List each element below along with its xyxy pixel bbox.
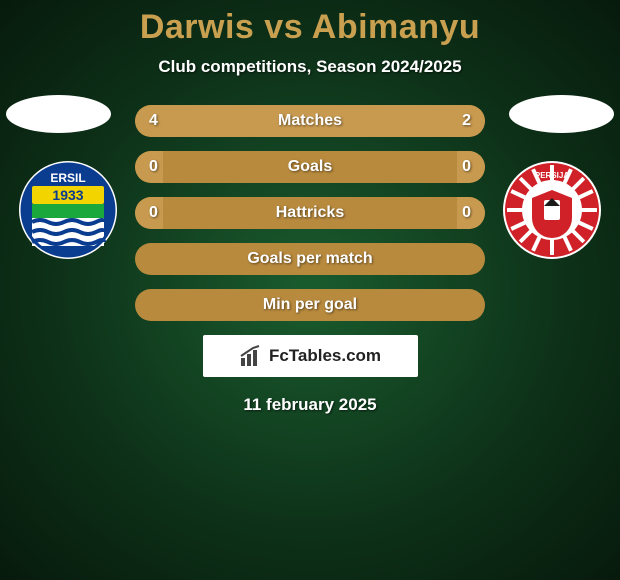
club-badge-right-svg: PERSIJA [502,160,602,260]
watermark: FcTables.com [203,335,418,377]
player-left-avatar-placeholder [6,95,111,133]
chart-icon [239,344,263,368]
stat-row: 0 0 Hattricks [135,197,485,229]
stat-value-left: 0 [149,204,158,222]
stat-value-right: 0 [462,158,471,176]
stat-value-right: 2 [462,112,471,130]
page-subtitle: Club competitions, Season 2024/2025 [0,57,620,77]
page-title: Darwis vs Abimanyu [0,0,620,47]
club-badge-left-svg: ERSIL 1933 [18,160,118,260]
club-left-name: ERSIL [50,171,85,185]
player-right-avatar-placeholder [509,95,614,133]
stat-value-left: 4 [149,112,158,130]
stat-row: Goals per match [135,243,485,275]
stat-value-left: 0 [149,158,158,176]
club-badge-left: ERSIL 1933 [18,160,118,260]
watermark-text: FcTables.com [269,346,381,366]
club-badge-right: PERSIJA [502,160,602,260]
stats-area: ERSIL 1933 [0,105,620,321]
club-right-name: PERSIJA [535,171,569,180]
stat-label: Matches [278,112,342,130]
stat-value-right: 0 [462,204,471,222]
stat-label: Min per goal [263,296,357,314]
club-left-year: 1933 [52,187,83,203]
comparison-card: Darwis vs Abimanyu Club competitions, Se… [0,0,620,580]
stat-bars: 4 2 Matches 0 0 Goals 0 0 Hattricks Goals per mat… [135,105,485,321]
date-text: 11 february 2025 [0,395,620,415]
stat-label: Goals per match [247,250,372,268]
stat-row: 0 0 Goals [135,151,485,183]
stat-row: Min per goal [135,289,485,321]
stat-label: Hattricks [276,204,344,222]
stat-row: 4 2 Matches [135,105,485,137]
stat-label: Goals [288,158,332,176]
